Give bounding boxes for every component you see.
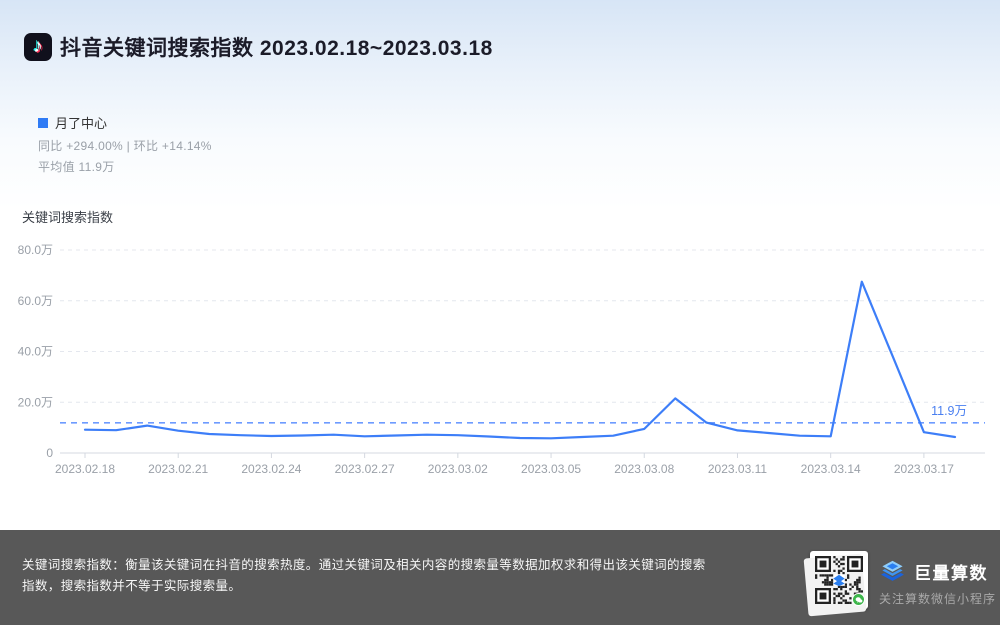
svg-text:2023.03.11: 2023.03.11 — [708, 462, 767, 476]
legend: 月了中心 — [38, 113, 107, 132]
svg-text:2023.03.08: 2023.03.08 — [614, 462, 674, 476]
wechat-icon — [852, 593, 865, 606]
y-axis-title: 关键词搜索指数 — [22, 210, 114, 225]
svg-text:60.0万: 60.0万 — [18, 294, 53, 308]
svg-text:2023.02.21: 2023.02.21 — [148, 462, 208, 476]
page-title: 抖音关键词搜索指数 2023.02.18~2023.03.18 — [60, 37, 493, 60]
svg-text:40.0万: 40.0万 — [18, 345, 53, 359]
svg-text:2023.02.18: 2023.02.18 — [55, 462, 115, 476]
header: ♪ 抖音关键词搜索指数 2023.02.18~2023.03.18 — [24, 32, 493, 62]
brand-tagline: 关注算数微信小程序 — [879, 592, 997, 606]
qr-code — [810, 551, 868, 609]
footer: 关键词搜索指数：衡量该关键词在抖音的搜索热度。通过关键词及相关内容的搜索量等数据… — [0, 530, 1000, 625]
legend-swatch — [38, 117, 48, 128]
music-note-glyph: ♪ — [33, 35, 43, 57]
average-value-stat: 平均值 11.9万 — [38, 160, 115, 174]
douyin-icon: ♪ — [24, 33, 52, 61]
legend-keyword-label: 月了中心 — [55, 116, 108, 131]
search-index-line-chart[interactable]: 0 20.0万 40.0万 60.0万 80.0万 2023.02.18 2023.02.2… — [0, 228, 1000, 490]
juliang-suanshu-logo-icon — [879, 559, 906, 581]
brand-name: 巨量算数 — [914, 564, 988, 583]
index-description: 关键词搜索指数：衡量该关键词在抖音的搜索热度。通过关键词及相关内容的搜索量等数据… — [22, 558, 706, 593]
svg-text:2023.03.05: 2023.03.05 — [521, 462, 581, 476]
svg-text:2023.02.24: 2023.02.24 — [241, 462, 301, 476]
svg-text:2023.03.14: 2023.03.14 — [801, 462, 861, 476]
chart-canvas[interactable]: 0 20.0万 40.0万 60.0万 80.0万 2023.02.18 2023.02.2… — [0, 228, 1000, 490]
svg-text:11.9万: 11.9万 — [931, 404, 967, 418]
yoy-mom-stats: 同比 +294.00% | 环比 +14.14% — [38, 139, 212, 153]
svg-text:2023.03.02: 2023.03.02 — [428, 462, 488, 476]
svg-text:20.0万: 20.0万 — [18, 395, 53, 409]
svg-text:2023.02.27: 2023.02.27 — [335, 462, 395, 476]
brand-lockup: 巨量算数 — [879, 558, 988, 585]
svg-text:80.0万: 80.0万 — [18, 243, 53, 257]
svg-text:0: 0 — [46, 446, 53, 460]
svg-text:2023.03.17: 2023.03.17 — [894, 462, 954, 476]
